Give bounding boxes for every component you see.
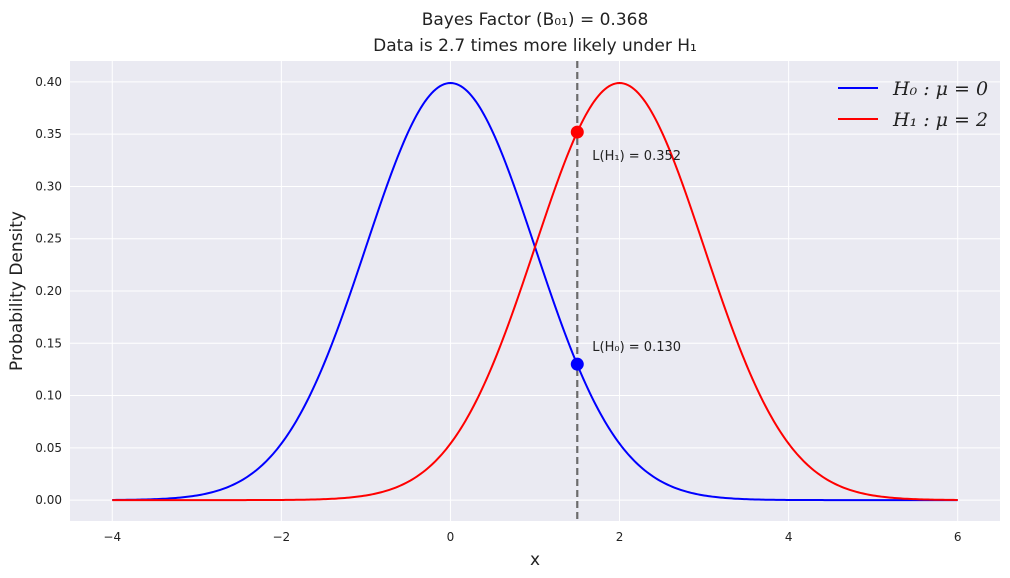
likelihood-point-1 xyxy=(570,357,584,371)
y-tick-label: 0.20 xyxy=(35,284,62,298)
likelihood-annotation-1: L(H₀) = 0.130 xyxy=(592,340,681,355)
x-tick-label: 0 xyxy=(447,530,455,544)
y-tick-label: 0.25 xyxy=(35,232,62,246)
chart-subtitle: Data is 2.7 times more likely under H₁ xyxy=(373,36,697,56)
y-tick-label: 0.40 xyxy=(35,75,62,89)
y-tick-label: 0.35 xyxy=(35,127,62,141)
y-tick-label: 0.10 xyxy=(35,389,62,403)
likelihood-point-0 xyxy=(570,125,584,139)
x-tick-label: 4 xyxy=(785,530,793,544)
x-axis-ticks: −4 −2 0 2 4 6 xyxy=(103,530,961,544)
legend-entry-1: H₁ : μ = 2 xyxy=(892,109,988,131)
y-tick-label: 0.15 xyxy=(35,336,62,350)
x-tick-label: −4 xyxy=(103,530,121,544)
likelihood-points: L(H₁) = 0.352 L(H₀) = 0.130 xyxy=(570,125,681,371)
series-line-1 xyxy=(112,82,958,502)
likelihood-annotation-0: L(H₁) = 0.352 xyxy=(592,149,681,164)
legend-entry-0: H₀ : μ = 0 xyxy=(892,78,988,100)
y-axis-label: Probability Density xyxy=(7,211,27,371)
legend: H₀ : μ = 0 H₁ : μ = 2 xyxy=(838,78,988,131)
y-tick-label: 0.30 xyxy=(35,179,62,193)
x-tick-label: −2 xyxy=(273,530,291,544)
x-tick-label: 6 xyxy=(954,530,962,544)
y-axis-ticks: 0.00 0.05 0.10 0.15 0.20 0.25 0.30 0.35 0.40 xyxy=(35,75,62,507)
x-tick-label: 2 xyxy=(616,530,624,544)
grid-lines xyxy=(70,61,1000,521)
series-curves xyxy=(112,82,958,502)
chart-title: Bayes Factor (B₀₁) = 0.368 xyxy=(422,10,649,30)
chart-title-group: Bayes Factor (B₀₁) = 0.368 Data is 2.7 t… xyxy=(373,10,697,56)
y-tick-label: 0.00 xyxy=(35,493,62,507)
y-tick-label: 0.05 xyxy=(35,441,62,455)
x-axis-label: x xyxy=(530,550,540,570)
